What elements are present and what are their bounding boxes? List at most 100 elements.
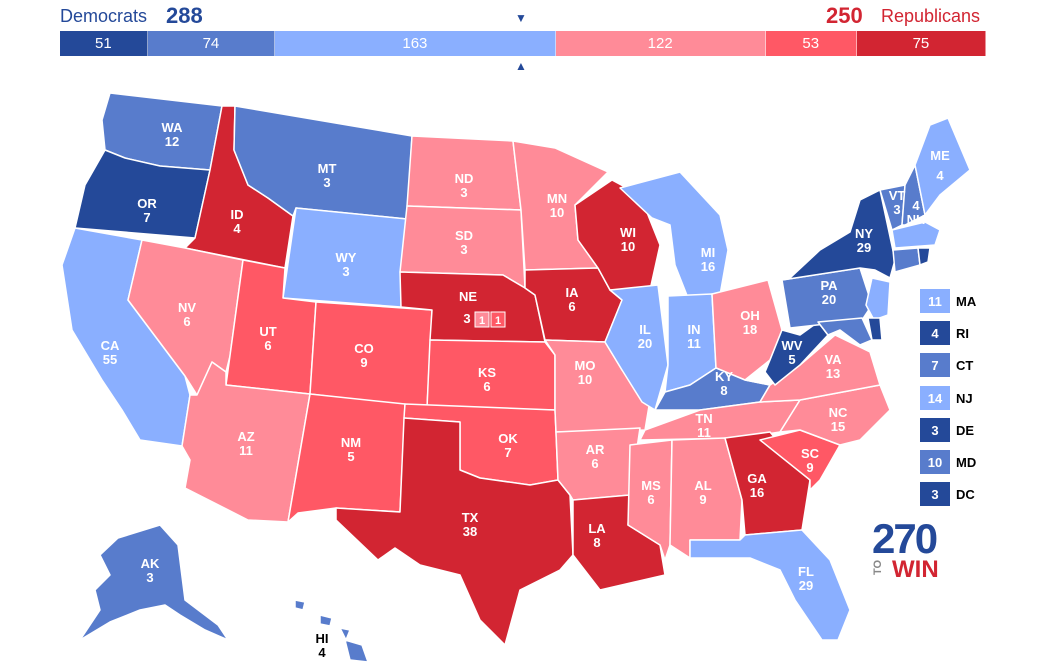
midpoint-marker-top: ▼ xyxy=(515,11,527,25)
bar-segment-likely-d[interactable]: 74 xyxy=(147,31,276,56)
label-PA: PA 20 xyxy=(820,278,838,307)
label-TN: TN 11 xyxy=(695,411,712,440)
logo-number: 270 xyxy=(872,515,938,562)
label-AZ: AZ 11 xyxy=(237,429,254,458)
legend-abbr-DE: DE xyxy=(956,422,975,438)
legend-box-DE: 3 xyxy=(920,418,950,442)
bar-segment-likely-r[interactable]: 53 xyxy=(765,31,857,56)
label-NC: NC 15 xyxy=(829,405,848,434)
state-labels: WA 12 OR 7 CA 55 ID 4 NV 6 MT 3 WY 3 UT 6 AZ 11 C… xyxy=(101,120,950,660)
legend-row-NJ[interactable]: 14 NJ xyxy=(920,386,973,410)
bar-segment-safe-d[interactable]: 51 xyxy=(60,31,148,56)
legend-abbr-CT: CT xyxy=(956,357,974,373)
label-OH: OH 18 xyxy=(740,308,760,337)
ne-district-2-box[interactable] xyxy=(490,311,506,328)
label-OK: OK 7 xyxy=(498,431,518,460)
label-CO: CO 9 xyxy=(354,341,374,370)
state-DE[interactable] xyxy=(867,317,883,341)
label-NM: NM 5 xyxy=(341,435,361,464)
label-AK: AK 3 xyxy=(141,556,160,585)
legend-row-DE[interactable]: 3 DE xyxy=(920,418,974,442)
label-WY: WY 3 xyxy=(336,250,357,279)
state-RI[interactable] xyxy=(917,247,931,266)
label-ND: ND 3 xyxy=(455,171,474,200)
label-KY: KY 8 xyxy=(715,369,733,398)
label-VT: VT 3 xyxy=(889,188,906,217)
ne-district-1-box[interactable] xyxy=(474,311,490,328)
legend-row-RI[interactable]: 4 RI xyxy=(920,321,969,345)
label-NE-d1: 1 xyxy=(479,315,485,327)
legend-row-CT[interactable]: 7 CT xyxy=(920,353,973,377)
270towin-logo[interactable]: 270 TO WIN xyxy=(872,518,952,584)
democrats-label: Democrats xyxy=(60,6,148,26)
legend-box-CT: 7 xyxy=(920,353,950,377)
state-NY[interactable] xyxy=(781,189,896,281)
label-IN: IN 11 xyxy=(687,322,701,351)
label-AR: AR 6 xyxy=(586,442,605,471)
logo-to: TO xyxy=(872,559,884,575)
state-IL[interactable] xyxy=(604,284,669,411)
electoral-vote-bar: 51 74 163 122 53 75 xyxy=(60,31,986,56)
state-MA[interactable] xyxy=(891,221,941,249)
state-AK[interactable] xyxy=(79,524,229,641)
legend-abbr-DC: DC xyxy=(956,486,975,502)
legend-abbr-NJ: NJ xyxy=(956,390,973,406)
legend-row-MD[interactable]: 10 MD xyxy=(920,450,976,474)
bar-segment-lean-r[interactable]: 122 xyxy=(555,31,766,56)
label-SC: SC 9 xyxy=(801,446,820,475)
legend-box-MA: 11 xyxy=(920,289,950,313)
state-NJ[interactable] xyxy=(865,277,891,321)
legend-row-MA[interactable]: 11 MA xyxy=(920,289,976,313)
state-HI[interactable] xyxy=(294,599,369,663)
label-MO: MO 10 xyxy=(575,358,596,387)
state-ME[interactable] xyxy=(914,117,971,216)
label-MT: MT 3 xyxy=(318,161,337,190)
legend-row-DC[interactable]: 3 DC xyxy=(920,482,975,506)
label-ID: ID 4 xyxy=(231,207,244,236)
state-MD[interactable] xyxy=(817,317,873,346)
label-UT: UT 6 xyxy=(259,324,276,353)
republicans-label: Republicans xyxy=(881,6,981,26)
state-NH[interactable] xyxy=(901,164,926,226)
label-IA: IA 6 xyxy=(566,285,580,314)
label-MI: MI 16 xyxy=(701,245,715,274)
label-GA: GA 16 xyxy=(747,471,767,500)
label-WA: WA 12 xyxy=(162,120,184,149)
bar-segment-lean-d[interactable]: 163 xyxy=(275,31,556,56)
label-IL: IL 20 xyxy=(638,322,652,351)
label-LA: LA 8 xyxy=(588,521,606,550)
label-WI: WI 10 xyxy=(620,225,636,254)
label-NE-ev: 3 xyxy=(463,311,470,326)
legend-abbr-RI: RI xyxy=(956,325,969,341)
legend-box-RI: 4 xyxy=(920,321,950,345)
label-ME: ME 4 xyxy=(930,148,950,183)
republicans-total: 250 xyxy=(826,3,863,28)
label-NE-d2: 1 xyxy=(495,315,501,327)
legend-box-NJ: 14 xyxy=(920,386,950,410)
logo-win: WIN xyxy=(892,556,939,583)
bar-segment-safe-r[interactable]: 75 xyxy=(856,31,986,56)
label-WV: WV 5 xyxy=(782,338,803,367)
midpoint-marker-bottom: ▲ xyxy=(515,59,527,73)
legend-abbr-MD: MD xyxy=(956,454,977,470)
legend-box-DC: 3 xyxy=(920,482,950,506)
label-FL: FL 29 xyxy=(798,564,814,593)
label-NY: NY 29 xyxy=(855,226,873,255)
state-CT[interactable] xyxy=(892,247,921,273)
state-FL[interactable] xyxy=(689,529,851,641)
label-MN: MN 10 xyxy=(547,191,567,220)
label-SD: SD 3 xyxy=(455,228,473,257)
label-NH: 4 NH xyxy=(907,198,926,227)
label-CA: CA 55 xyxy=(101,338,120,367)
democrats-total: 288 xyxy=(166,3,203,28)
label-HI: HI 4 xyxy=(316,631,329,660)
label-KS: KS 6 xyxy=(478,365,496,394)
label-MS: MS 6 xyxy=(641,478,661,507)
label-AL: AL 9 xyxy=(694,478,711,507)
legend-abbr-MA: MA xyxy=(956,293,977,309)
label-OR: OR 7 xyxy=(137,196,157,225)
label-NV: NV 6 xyxy=(178,300,196,329)
legend-box-MD: 10 xyxy=(920,450,950,474)
state-TX[interactable] xyxy=(335,417,574,646)
